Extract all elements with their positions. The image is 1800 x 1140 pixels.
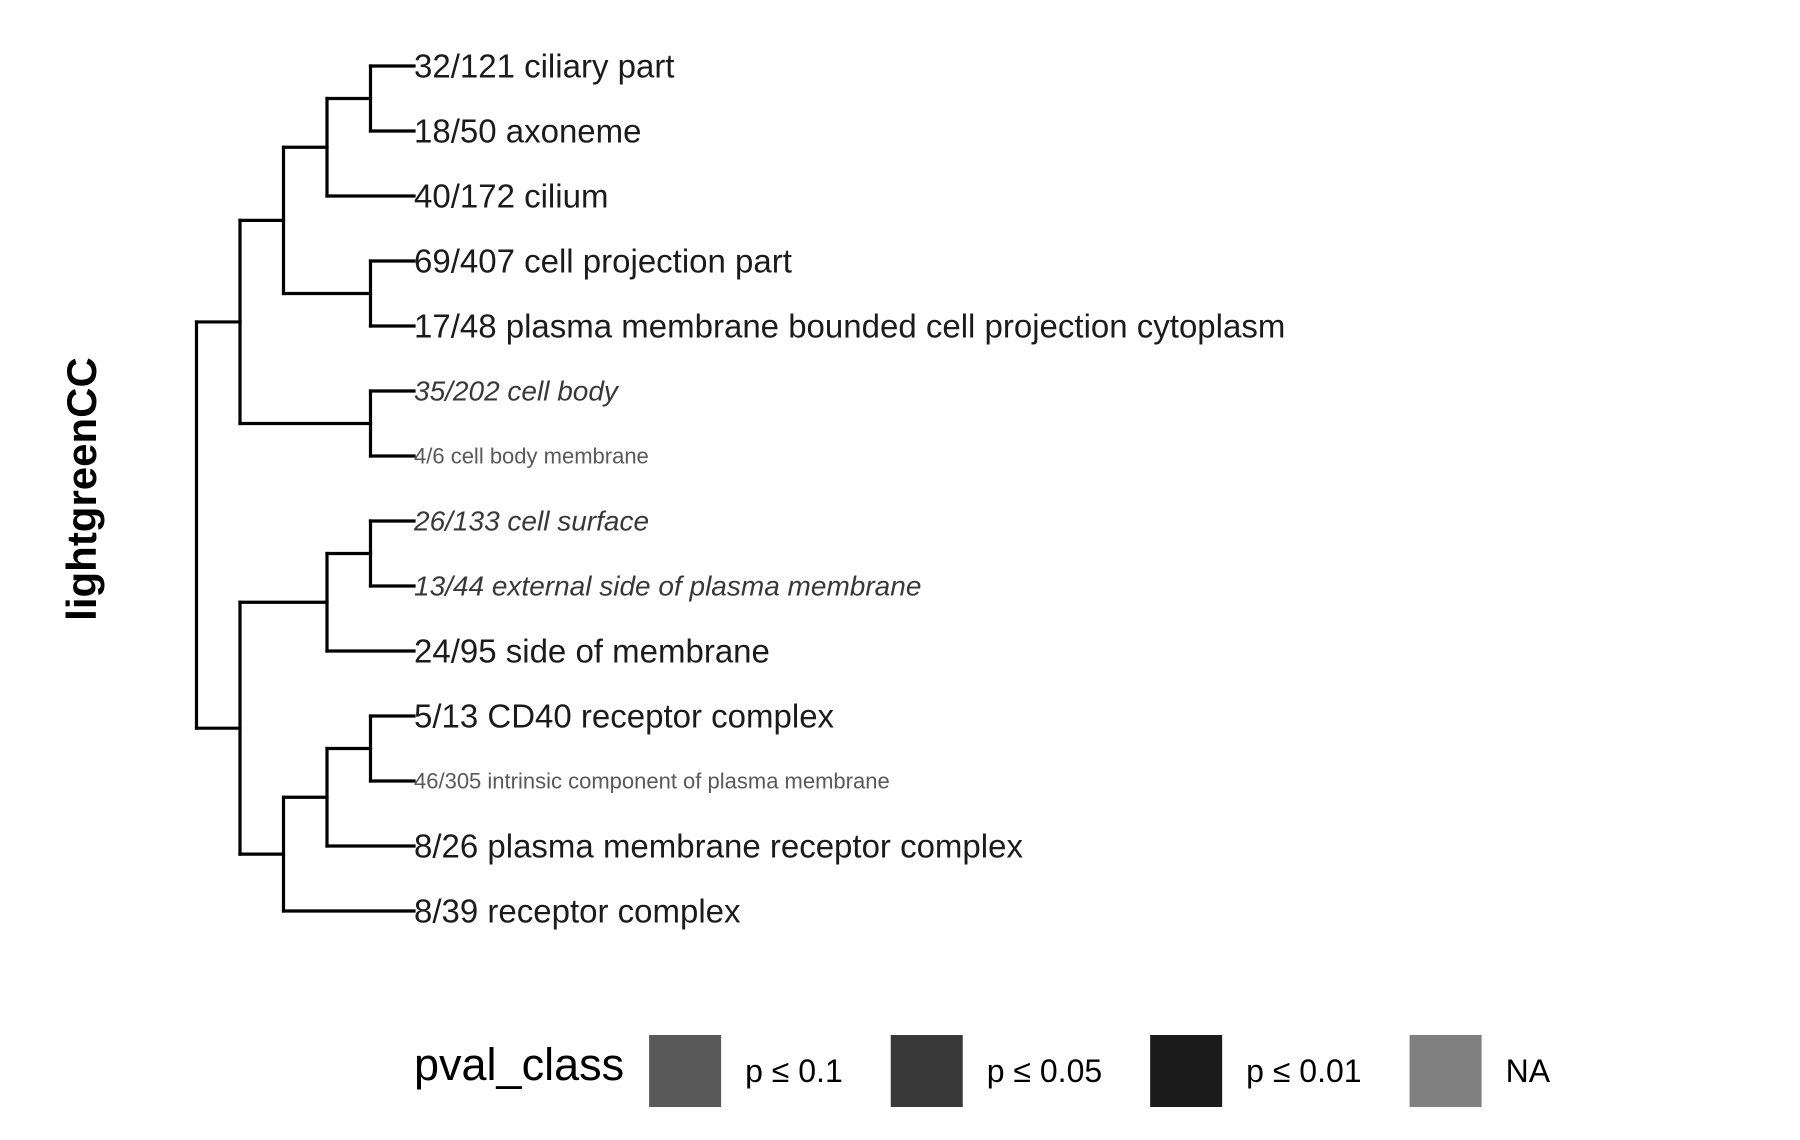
leaf-label: 13/44 external side of plasma membrane: [414, 571, 921, 602]
legend-swatch: [1409, 1035, 1482, 1107]
legend-swatch: [649, 1035, 722, 1107]
leaf-label: 46/305 intrinsic component of plasma mem…: [414, 769, 890, 794]
leaf-label: 69/407 cell projection part: [414, 243, 792, 280]
cluster-label: lightgreenCC: [58, 357, 105, 621]
legend-swatch: [1150, 1035, 1223, 1107]
leaf-label: 40/172 cilium: [414, 178, 608, 215]
leaf-label: 4/6 cell body membrane: [414, 444, 649, 469]
leaf-label: 32/121 ciliary part: [414, 48, 674, 85]
leaf-labels: 32/121 ciliary part 18/50 axoneme 40/172 c…: [413, 48, 1285, 930]
leaf-label: 8/39 receptor complex: [414, 893, 741, 930]
leaf-label: 18/50 axoneme: [414, 113, 642, 150]
leaf-label: 5/13 CD40 receptor complex: [414, 698, 835, 735]
leaf-label: 35/202 cell body: [414, 376, 620, 407]
leaf-label: 17/48 plasma membrane bounded cell proje…: [414, 308, 1285, 345]
legend: pval_class p ≤ 0.1 p ≤ 0.05 p ≤ 0.01 NA: [414, 1035, 1551, 1107]
leaf-label: 26/133 cell surface: [413, 506, 649, 537]
legend-item-label: p ≤ 0.01: [1246, 1053, 1361, 1089]
dendrogram-branches: [194, 64, 416, 913]
legend-item-label: NA: [1506, 1053, 1551, 1089]
legend-item-label: p ≤ 0.05: [987, 1053, 1102, 1089]
leaf-label: 8/26 plasma membrane receptor complex: [414, 828, 1023, 865]
leaf-label: 24/95 side of membrane: [414, 633, 770, 670]
legend-swatch: [890, 1035, 963, 1107]
legend-item-label: p ≤ 0.1: [745, 1053, 843, 1089]
legend-title: pval_class: [414, 1039, 624, 1090]
